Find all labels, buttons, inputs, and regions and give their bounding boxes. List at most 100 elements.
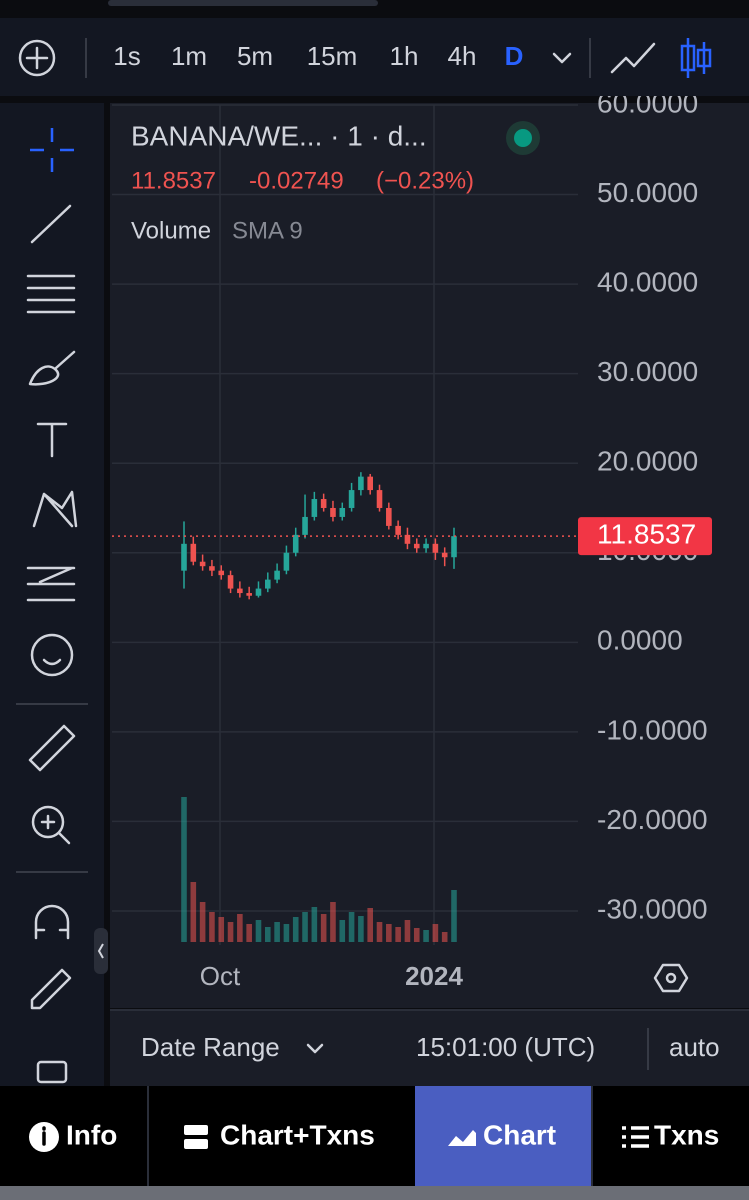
tab-info[interactable]: Info — [66, 1119, 117, 1150]
y-tick-label: 0.0000 — [597, 625, 683, 656]
bottom-strip — [0, 1186, 749, 1200]
interval-dropdown[interactable] — [552, 52, 572, 64]
interval[interactable]: 1s — [113, 41, 140, 71]
tab-txns[interactable]: Txns — [654, 1119, 719, 1150]
indicator-name[interactable]: Volume — [131, 217, 211, 244]
volume-bar — [451, 890, 457, 942]
chart-panel — [110, 103, 749, 1008]
lock-drawings-tool[interactable] — [30, 968, 72, 1010]
date-range[interactable]: Date Range — [141, 1032, 280, 1062]
lock-tool[interactable] — [36, 1060, 68, 1084]
intervals: 1s 1m 5m 15m 1h 4h D — [113, 41, 523, 71]
volume-bar — [302, 912, 308, 942]
chart-txns-icon — [184, 1125, 208, 1135]
volume-bar — [292, 917, 299, 942]
x-tick-label: Oct — [200, 961, 241, 991]
candle-body — [330, 507, 336, 517]
forecast-tool[interactable] — [26, 566, 76, 602]
candle-body — [255, 588, 262, 596]
scale[interactable]: auto — [669, 1032, 720, 1062]
volume-bar — [320, 914, 327, 942]
interval[interactable]: 1m — [171, 41, 207, 71]
volume-bar — [432, 924, 439, 942]
drawing-toolbar — [0, 103, 108, 1086]
volume-bar — [218, 917, 225, 942]
candle-body — [432, 543, 439, 553]
ruler-tool[interactable] — [28, 724, 76, 772]
collapse-handle[interactable] — [94, 928, 108, 974]
candle-body — [283, 552, 290, 571]
axis-settings[interactable] — [653, 963, 689, 993]
candle-body — [367, 476, 373, 491]
sidebar-bg — [0, 103, 104, 1086]
add-button[interactable] — [18, 39, 56, 77]
tab-bar: Info Chart+Txns Chart Txns — [0, 1086, 749, 1200]
candle-body — [246, 593, 252, 596]
x-tick-label: 2024 — [405, 961, 463, 991]
interval[interactable]: 15m — [307, 41, 358, 71]
volume-bar — [237, 914, 243, 942]
interval[interactable]: 4h — [448, 41, 477, 71]
line-chart-icon[interactable] — [610, 42, 656, 74]
chart-txns-icon — [184, 1139, 208, 1149]
candle-body — [311, 499, 318, 517]
volume-bar — [358, 916, 364, 942]
candle-body — [199, 561, 206, 567]
fib-tool[interactable] — [26, 274, 76, 314]
collapse-arrow — [97, 943, 104, 959]
tab-chart-txns[interactable]: Chart+Txns — [220, 1119, 375, 1150]
candle-body — [190, 543, 197, 562]
y-tick-label: 40.0000 — [597, 266, 698, 297]
date-range-arrow — [306, 1043, 324, 1054]
brush-tool[interactable] — [28, 350, 76, 386]
symbol[interactable]: BANANA/WE... · 1 · d... — [131, 120, 427, 151]
chart-footer: Date Range 15:01:00 (UTC) auto — [110, 1009, 749, 1086]
legend: BANANA/WE... · 1 · d... 11.8537 -0.02749… — [131, 120, 540, 244]
emoji-tool[interactable] — [30, 633, 74, 677]
interval[interactable]: 1h — [390, 41, 419, 71]
footer-bg — [110, 1010, 749, 1086]
crosshair-tool[interactable] — [30, 128, 74, 172]
volume-bar — [330, 902, 336, 942]
last-price-badge — [578, 517, 712, 556]
active-tab-bg — [415, 1086, 592, 1186]
y-tick-label: 30.0000 — [597, 356, 698, 387]
trendline-tool[interactable] — [30, 204, 72, 244]
volume-bar — [339, 920, 346, 942]
volume-bar — [181, 797, 187, 942]
interval[interactable]: D — [505, 41, 524, 71]
pattern-tool[interactable] — [32, 490, 78, 528]
status-dot — [514, 129, 532, 147]
candle-body — [320, 499, 327, 508]
candle-body — [237, 588, 243, 594]
candle-body — [181, 543, 187, 571]
candle-body — [209, 566, 215, 571]
text-tool[interactable] — [36, 422, 68, 458]
zoom-tool[interactable] — [31, 805, 65, 839]
emoji-smile — [42, 658, 62, 666]
candle-body — [386, 507, 392, 526]
volume-bar — [413, 928, 420, 942]
chart-icon — [448, 1130, 476, 1146]
magnet-tool[interactable] — [34, 904, 70, 940]
candle-body — [339, 507, 346, 517]
volume-bar — [395, 927, 401, 942]
tab-chart[interactable]: Chart — [483, 1119, 556, 1150]
y-tick-label: -30.0000 — [597, 893, 708, 924]
time: 15:01:00 (UTC) — [416, 1032, 595, 1062]
legend-price: 11.8537 — [131, 167, 216, 194]
candle-chart-icon[interactable] — [680, 38, 712, 78]
indicator-param: SMA 9 — [232, 217, 303, 244]
legend-change-pct: (−0.23%) — [376, 167, 474, 194]
volume-bar — [441, 932, 448, 942]
candle-body — [274, 570, 280, 580]
candle-body — [292, 534, 299, 553]
candle-body — [404, 534, 411, 544]
volume-bar — [227, 922, 234, 942]
candle-body — [395, 525, 401, 535]
volume-bar — [283, 924, 290, 942]
interval[interactable]: 5m — [237, 41, 273, 71]
legend-change: -0.02749 — [249, 167, 344, 194]
volume-bar — [348, 912, 355, 942]
